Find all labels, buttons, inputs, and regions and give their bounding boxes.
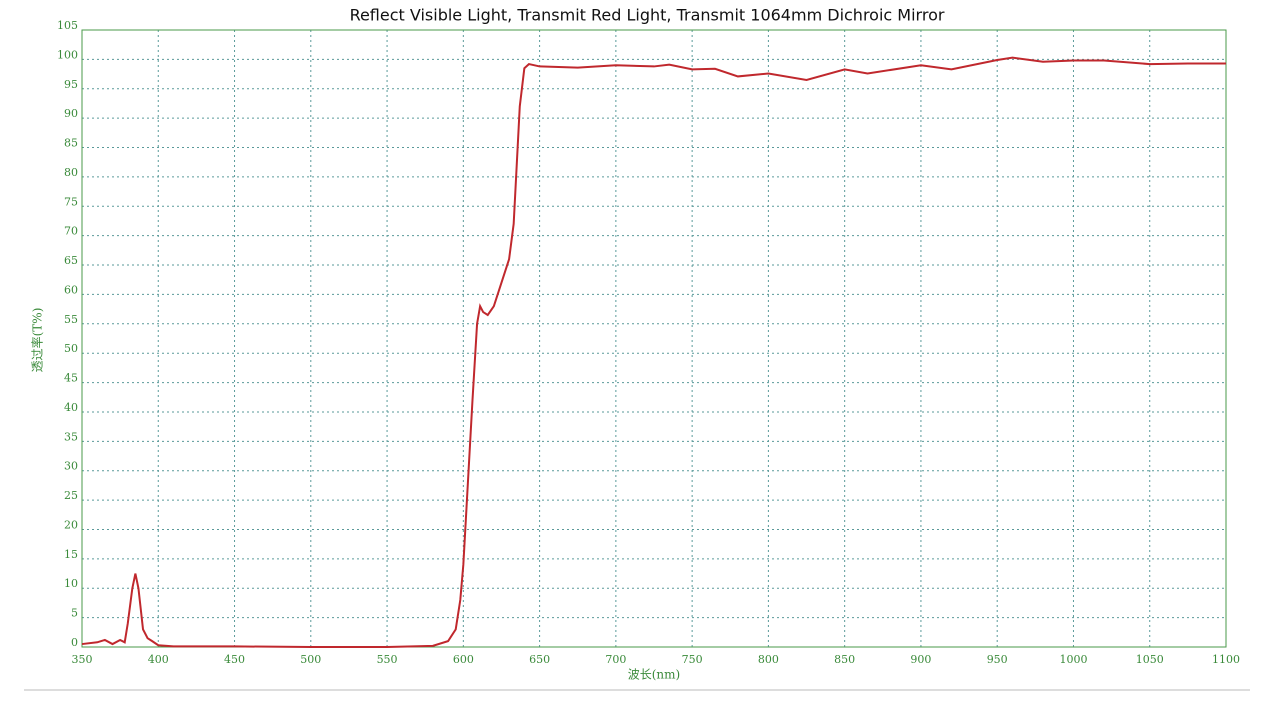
x-tick-label: 1000 xyxy=(1059,653,1087,666)
x-tick-label: 1100 xyxy=(1212,653,1240,666)
x-tick-label: 950 xyxy=(987,653,1008,666)
y-tick-label: 65 xyxy=(64,254,78,267)
x-tick-label: 750 xyxy=(682,653,703,666)
y-tick-label: 30 xyxy=(64,460,78,473)
x-tick-label: 350 xyxy=(72,653,93,666)
y-tick-label: 85 xyxy=(64,137,78,150)
y-axis-label: 透过率(T%) xyxy=(30,308,45,373)
data-line xyxy=(81,56,1226,648)
y-tick-label: 60 xyxy=(64,283,78,296)
y-tick-label: 55 xyxy=(64,313,78,326)
y-tick-label: 35 xyxy=(64,430,78,443)
y-tick-label: 80 xyxy=(64,166,78,179)
y-tick-label: 70 xyxy=(64,225,78,238)
y-tick-label: 15 xyxy=(64,548,78,561)
y-tick-label: 45 xyxy=(64,372,78,385)
y-tick-label: 10 xyxy=(64,577,78,590)
y-tick-label: 90 xyxy=(64,107,78,120)
x-axis-label: 波长(nm) xyxy=(628,668,680,682)
y-tick-label: 100 xyxy=(57,48,78,61)
y-tick-label: 105 xyxy=(57,19,78,32)
y-tick-label: 0 xyxy=(71,636,78,649)
y-tick-label: 50 xyxy=(64,342,78,355)
y-tick-label: 95 xyxy=(64,78,78,91)
x-tick-label: 800 xyxy=(758,653,779,666)
plot-frame xyxy=(81,29,1227,648)
y-tick-label: 40 xyxy=(64,401,78,414)
x-tick-label: 1050 xyxy=(1136,653,1164,666)
x-tick-label: 850 xyxy=(834,653,855,666)
y-tick-label: 75 xyxy=(64,195,78,208)
x-tick-label: 500 xyxy=(300,653,321,666)
chart-title: Reflect Visible Light, Transmit Red Ligh… xyxy=(350,6,945,25)
x-tick-label: 450 xyxy=(224,653,245,666)
x-tick-label: 400 xyxy=(148,653,169,666)
y-tick-label: 20 xyxy=(64,518,78,531)
x-tick-label: 550 xyxy=(377,653,398,666)
y-tick-label: 5 xyxy=(71,607,78,620)
x-tick-label: 700 xyxy=(605,653,626,666)
x-tick-label: 900 xyxy=(910,653,931,666)
x-tick-label: 600 xyxy=(453,653,474,666)
x-tick-label: 650 xyxy=(529,653,550,666)
y-tick-label: 25 xyxy=(64,489,78,502)
